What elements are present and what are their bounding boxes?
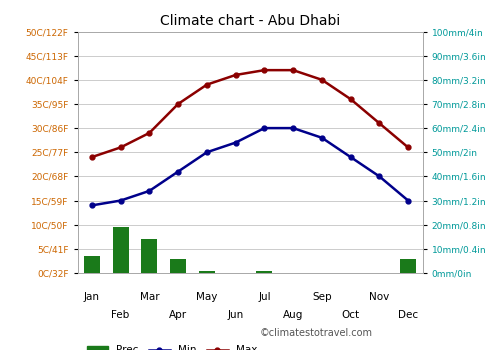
- Text: Nov: Nov: [369, 292, 390, 302]
- Bar: [84, 256, 100, 273]
- Text: Feb: Feb: [112, 310, 130, 321]
- Text: Jan: Jan: [84, 292, 100, 302]
- Bar: [112, 227, 128, 273]
- Text: Sep: Sep: [312, 292, 332, 302]
- Text: Mar: Mar: [140, 292, 159, 302]
- Bar: [142, 239, 158, 273]
- Text: Apr: Apr: [169, 310, 187, 321]
- Bar: [400, 259, 416, 273]
- Text: Aug: Aug: [283, 310, 304, 321]
- Title: Climate chart - Abu Dhabi: Climate chart - Abu Dhabi: [160, 14, 340, 28]
- Text: Oct: Oct: [342, 310, 359, 321]
- Text: ©climatestotravel.com: ©climatestotravel.com: [260, 328, 373, 338]
- Text: Jun: Jun: [228, 310, 244, 321]
- Bar: [170, 259, 186, 273]
- Text: Dec: Dec: [398, 310, 418, 321]
- Text: Jul: Jul: [258, 292, 270, 302]
- Bar: [199, 271, 215, 273]
- Bar: [256, 271, 272, 273]
- Legend: Prec, Min, Max: Prec, Min, Max: [82, 341, 262, 350]
- Text: May: May: [196, 292, 218, 302]
